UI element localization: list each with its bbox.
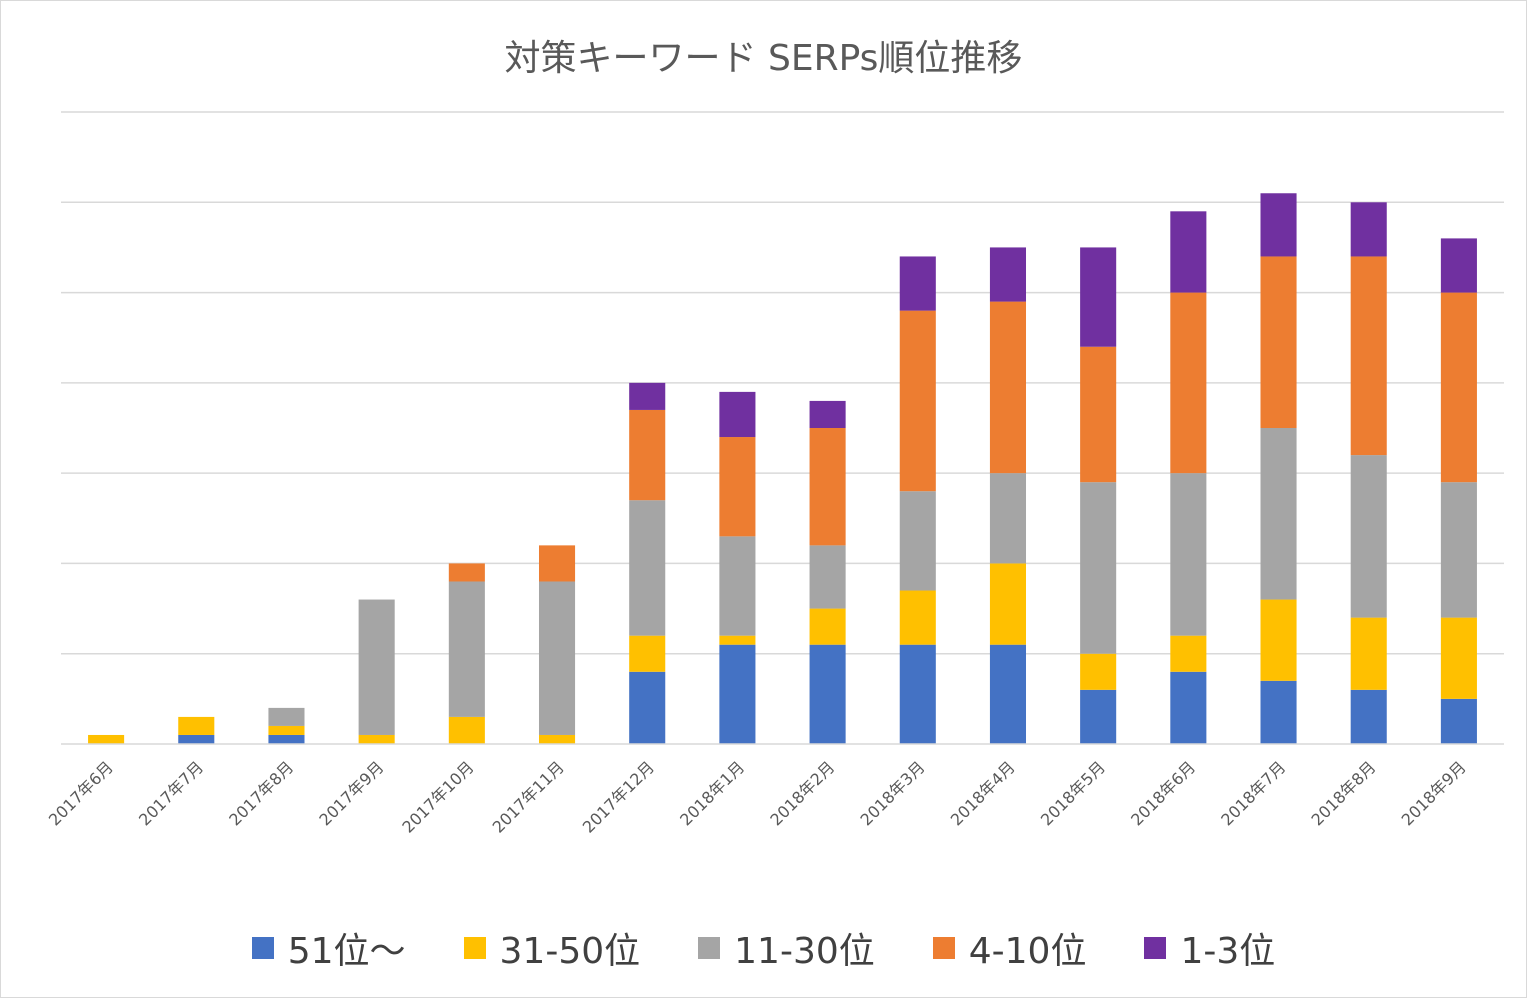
legend-item-1: 31-50位 bbox=[463, 922, 641, 974]
bar-segment-1-1 bbox=[178, 716, 215, 735]
bar-segment-3-12 bbox=[1170, 292, 1207, 474]
bar-segment-2-3 bbox=[358, 599, 395, 735]
bar-segment-0-1 bbox=[178, 734, 215, 744]
bar-segment-0-6 bbox=[629, 671, 666, 744]
bar-segment-4-14 bbox=[1350, 202, 1387, 257]
chart-title: 対策キーワード SERPs順位推移 bbox=[504, 38, 1023, 79]
x-tick-label-14: 2018年8月 bbox=[1307, 757, 1379, 829]
legend-label-3: 4-10位 bbox=[968, 931, 1087, 972]
x-tick-label-1: 2017年7月 bbox=[135, 757, 207, 829]
legend-swatch-1 bbox=[463, 937, 486, 959]
bar-segment-2-4 bbox=[448, 581, 485, 717]
bar-segment-2-7 bbox=[719, 536, 756, 636]
bar-segment-2-2 bbox=[268, 707, 305, 726]
bar-segment-0-13 bbox=[1260, 680, 1297, 744]
bar-segment-0-12 bbox=[1170, 671, 1207, 744]
x-tick-label-12: 2018年6月 bbox=[1127, 757, 1199, 829]
bar-segment-4-15 bbox=[1440, 238, 1477, 293]
bar-segment-4-13 bbox=[1260, 193, 1297, 257]
bar-segment-1-5 bbox=[538, 734, 576, 744]
bar-segment-3-4 bbox=[448, 563, 485, 582]
bar-segment-3-6 bbox=[629, 409, 666, 501]
bar-segment-3-5 bbox=[538, 545, 576, 582]
bar-segment-2-11 bbox=[1080, 482, 1117, 654]
bar-segment-3-13 bbox=[1260, 256, 1297, 428]
x-tick-label-9: 2018年3月 bbox=[857, 757, 929, 829]
bar-segment-3-14 bbox=[1350, 256, 1387, 456]
bar-segment-1-12 bbox=[1170, 635, 1207, 672]
bar-segment-3-11 bbox=[1080, 346, 1117, 483]
bar-segment-4-12 bbox=[1170, 211, 1207, 293]
bar-segment-0-7 bbox=[719, 644, 756, 744]
bar-segment-1-0 bbox=[88, 734, 125, 744]
bar-segment-3-8 bbox=[809, 428, 846, 546]
legend-swatch-2 bbox=[698, 937, 721, 959]
bar-segment-1-11 bbox=[1080, 653, 1117, 690]
x-tick-label-15: 2018年9月 bbox=[1398, 757, 1470, 829]
legend-swatch-0 bbox=[251, 937, 274, 959]
bar-segment-0-10 bbox=[989, 644, 1027, 744]
legend-label-1: 31-50位 bbox=[499, 931, 641, 972]
bar-segment-2-13 bbox=[1260, 428, 1297, 600]
bar-segment-1-2 bbox=[268, 725, 305, 735]
bar-segment-4-6 bbox=[629, 382, 666, 410]
x-tick-label-13: 2018年7月 bbox=[1217, 757, 1289, 829]
x-tick-label-4: 2017年10月 bbox=[398, 757, 477, 836]
legend-label-4: 1-3位 bbox=[1180, 931, 1276, 972]
bar-segment-3-10 bbox=[989, 301, 1027, 474]
bar-segment-1-15 bbox=[1440, 617, 1477, 699]
bar-segment-0-9 bbox=[899, 644, 936, 744]
legend-label-2: 11-30位 bbox=[734, 931, 875, 972]
bar-segment-2-10 bbox=[989, 473, 1027, 564]
bar-segment-2-14 bbox=[1350, 455, 1387, 618]
bar-segment-1-4 bbox=[448, 716, 485, 744]
legend-swatch-4 bbox=[1144, 937, 1167, 959]
legend-swatch-3 bbox=[932, 937, 955, 959]
legend-item-0: 51位～ bbox=[251, 922, 406, 974]
bar-segment-1-14 bbox=[1350, 617, 1387, 690]
x-tick-label-7: 2018年1月 bbox=[676, 757, 748, 829]
bar-segment-1-13 bbox=[1260, 599, 1297, 681]
bar-segment-0-2 bbox=[268, 734, 305, 744]
x-tick-label-2: 2017年8月 bbox=[225, 757, 297, 829]
x-tick-label-6: 2017年12月 bbox=[579, 757, 658, 836]
bar-segment-1-3 bbox=[358, 734, 395, 744]
bar-segment-3-7 bbox=[719, 437, 756, 537]
x-tick-label-5: 2017年11月 bbox=[489, 757, 568, 836]
bar-segment-3-9 bbox=[899, 310, 936, 492]
legend-item-3: 4-10位 bbox=[932, 922, 1087, 974]
bar-segment-4-11 bbox=[1080, 247, 1117, 347]
x-tick-label-10: 2018年4月 bbox=[947, 757, 1019, 829]
bar-segment-0-11 bbox=[1080, 689, 1117, 744]
bar-segment-2-12 bbox=[1170, 473, 1207, 636]
bar-segment-2-8 bbox=[809, 545, 846, 609]
x-tick-label-8: 2018年2月 bbox=[766, 757, 838, 829]
x-tick-label-0: 2017年6月 bbox=[45, 757, 117, 829]
bar-segment-2-15 bbox=[1440, 482, 1477, 618]
chart-legend: 51位～ 31-50位 11-30位 4-10位 1-3位 bbox=[1, 923, 1526, 973]
legend-item-4: 1-3位 bbox=[1144, 922, 1275, 974]
legend-item-2: 11-30位 bbox=[698, 922, 875, 974]
bar-segment-0-8 bbox=[809, 644, 846, 744]
bar-segment-1-8 bbox=[809, 608, 846, 645]
bar-segment-4-8 bbox=[809, 400, 846, 428]
x-tick-label-3: 2017年9月 bbox=[315, 757, 387, 829]
bar-segment-4-9 bbox=[899, 256, 936, 311]
bar-segment-1-7 bbox=[719, 635, 756, 645]
legend-label-0: 51位～ bbox=[287, 931, 406, 972]
bar-segment-1-10 bbox=[989, 563, 1027, 645]
bar-segment-3-15 bbox=[1440, 292, 1477, 483]
bar-segment-0-15 bbox=[1440, 698, 1477, 744]
bar-segment-1-6 bbox=[629, 635, 666, 672]
bar-segment-0-14 bbox=[1350, 689, 1387, 744]
bar-segment-2-5 bbox=[538, 581, 576, 735]
bar-segment-4-10 bbox=[989, 247, 1027, 302]
bar-segment-2-6 bbox=[629, 500, 666, 636]
bar-segment-2-9 bbox=[899, 491, 936, 591]
bar-segment-4-7 bbox=[719, 391, 756, 438]
bar-segment-1-9 bbox=[899, 590, 936, 645]
x-tick-label-11: 2018年5月 bbox=[1037, 757, 1109, 829]
